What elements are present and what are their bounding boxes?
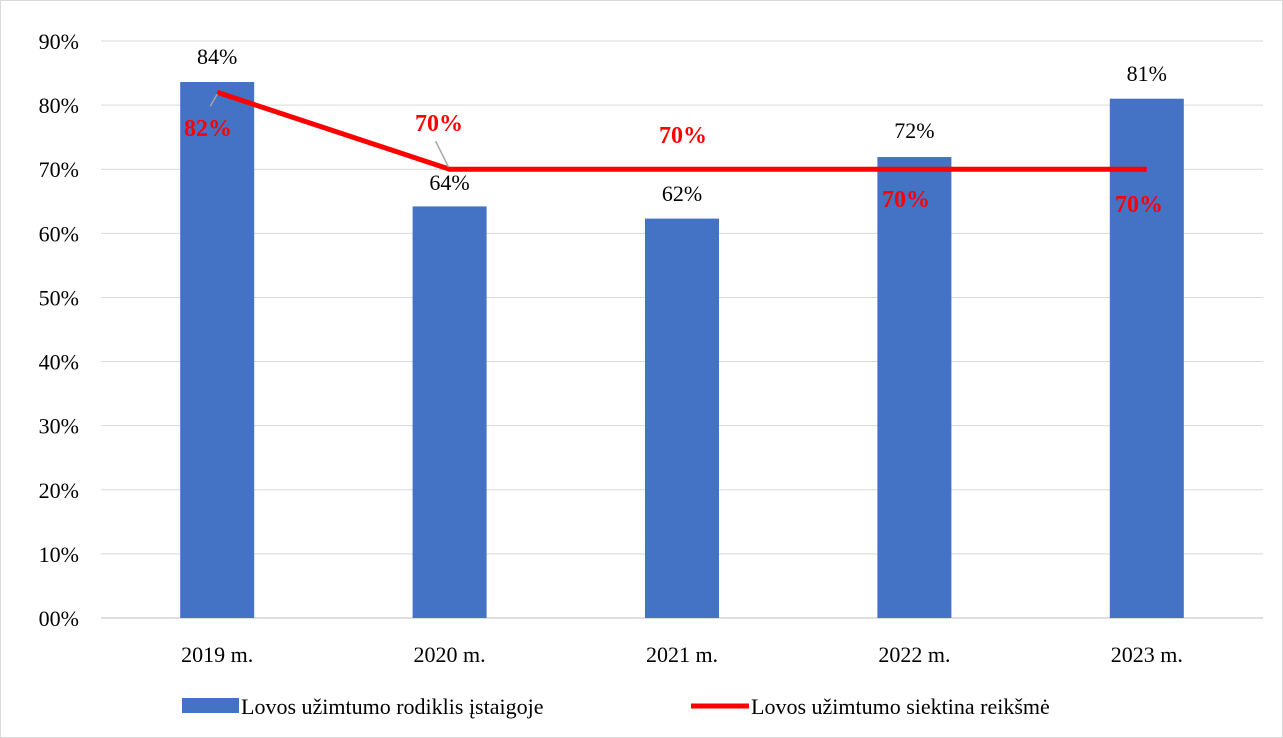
leader-line (434, 140, 450, 168)
x-tick-label: 2021 m. (646, 642, 718, 667)
bar (1109, 98, 1184, 618)
y-tick-label: 20% (39, 478, 79, 503)
legend-swatch-bars (182, 698, 239, 713)
bar-data-label: 72% (894, 118, 934, 143)
line-data-label: 70% (415, 111, 463, 137)
y-tick-label: 90% (39, 29, 79, 54)
y-tick-label: 00% (39, 606, 79, 631)
x-tick-label: 2019 m. (181, 642, 253, 667)
line-data-label: 70% (882, 187, 930, 213)
x-tick-label: 2022 m. (878, 642, 950, 667)
bar-data-label: 62% (662, 181, 702, 206)
y-tick-label: 10% (39, 542, 79, 567)
bar-data-label: 81% (1127, 61, 1167, 86)
legend-label-bars: Lovos užimtumo rodiklis įstaigoje (241, 694, 543, 719)
y-tick-label: 70% (39, 157, 79, 182)
y-tick-label: 30% (39, 414, 79, 439)
bar (877, 157, 952, 618)
line-data-label: 70% (1115, 192, 1163, 218)
x-tick-label: 2023 m. (1111, 642, 1183, 667)
legend-label-line: Lovos užimtumo siektina reikšmė (751, 694, 1050, 719)
y-tick-label: 80% (39, 93, 79, 118)
bar (180, 82, 255, 618)
bar (645, 218, 719, 619)
bar-data-label: 84% (197, 44, 237, 69)
x-tick-label: 2020 m. (414, 642, 486, 667)
y-tick-label: 60% (39, 221, 79, 246)
target-line (216, 89, 1147, 172)
leader-line (209, 93, 218, 107)
y-tick-label: 50% (39, 285, 79, 310)
line-data-label: 82% (184, 116, 232, 142)
line-data-label: 70% (659, 123, 707, 149)
bar-data-label: 64% (429, 170, 469, 195)
bar (412, 206, 487, 618)
y-tick-label: 40% (39, 350, 79, 375)
